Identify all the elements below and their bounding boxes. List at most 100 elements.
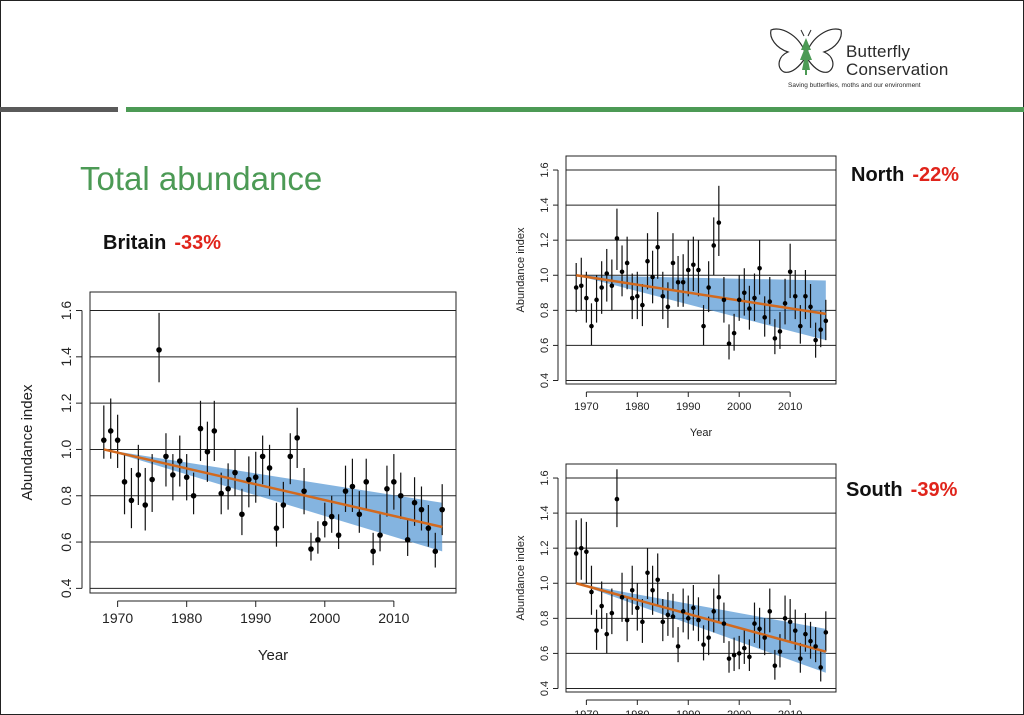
britain-data-point: [328, 513, 335, 520]
britain-data-point: [128, 497, 135, 504]
north-label: North -22%: [851, 164, 959, 187]
britain-data-point: [204, 448, 211, 455]
south-y-tick-label: 1.2: [539, 541, 551, 556]
header-divider-green: [126, 107, 1024, 112]
north-y-tick-label: 0.8: [539, 303, 551, 318]
south-data-point: [818, 665, 824, 670]
britain-data-point: [335, 532, 342, 538]
logo-text-line1: Butterfly: [846, 42, 911, 61]
britain-data-point: [280, 502, 287, 508]
north-data-point: [721, 297, 727, 303]
north-data-point: [624, 260, 630, 266]
south-data-point: [573, 551, 579, 556]
south-data-point: [675, 644, 681, 649]
north-plot-frame: [565, 155, 837, 385]
britain-data-point: [425, 525, 432, 531]
south-data-point: [726, 656, 732, 661]
britain-x-axis-label: Year: [258, 647, 288, 664]
britain-data-point: [176, 458, 183, 464]
south-data-point: [680, 609, 686, 614]
north-data-point: [803, 294, 808, 299]
south-data-point: [711, 609, 717, 614]
north-data-point: [640, 302, 645, 308]
britain-data-point: [163, 453, 169, 460]
north-data-point: [604, 271, 610, 276]
south-plot-frame: [565, 463, 837, 693]
south-data-point: [665, 612, 671, 618]
britain-confidence-band: [103, 449, 443, 552]
britain-data-point: [266, 465, 273, 471]
south-data-point: [792, 628, 798, 633]
britain-data-point: [170, 472, 176, 478]
north-data-point: [635, 294, 640, 299]
north-data-point: [675, 279, 681, 285]
north-data-point: [726, 341, 732, 346]
south-data-point: [589, 589, 594, 595]
north-data-point: [818, 327, 824, 332]
north-data-point: [594, 297, 599, 303]
north-data-point: [767, 299, 773, 304]
britain-data-point: [384, 486, 390, 492]
britain-data-point: [232, 469, 238, 476]
south-x-tick-label: 2010: [778, 709, 802, 715]
britain-data-point: [135, 472, 142, 478]
south-data-point: [762, 635, 767, 640]
north-x-axis-label: Year: [690, 427, 713, 439]
north-chart-group: 1970 1980 1990 2000 2010 0.4 0.6 0.8 1.0 1.2 1.4 1.…: [515, 155, 837, 439]
north-data-point: [619, 269, 625, 275]
north-change: -22%: [912, 164, 960, 186]
south-data-point: [655, 577, 660, 583]
south-data-point: [823, 630, 829, 635]
south-data-point: [650, 587, 655, 593]
south-data-point: [696, 617, 701, 623]
britain-data-point: [315, 536, 321, 543]
britain-y-tick-label: 1.4: [58, 347, 74, 367]
britain-y-tick-label: 0.4: [58, 578, 74, 598]
north-data-point: [777, 329, 783, 334]
south-data-point: [757, 626, 762, 632]
britain-label: Britain -33%: [103, 232, 221, 255]
north-x-tick-label: 2000: [727, 401, 751, 413]
south-y-axis-label: Abundance index: [515, 535, 527, 621]
north-y-tick-label: 1.4: [539, 197, 551, 212]
britain-data-point: [439, 506, 445, 513]
south-data-point: [685, 616, 691, 621]
south-data-point: [747, 654, 752, 660]
south-data-point: [716, 594, 722, 600]
britain-y-axis-label: Abundance index: [19, 384, 36, 500]
north-data-point: [655, 244, 660, 250]
britain-data-point: [252, 474, 259, 481]
south-data-point: [772, 663, 778, 668]
butterfly-icon: [770, 28, 842, 75]
britain-data-point: [259, 453, 266, 460]
britain-data-point: [432, 548, 439, 555]
south-confidence-band: [576, 583, 826, 673]
south-y-tick-label: 1.4: [539, 505, 551, 520]
britain-y-tick-label: 1.0: [58, 440, 74, 460]
north-x-tick-label: 2010: [778, 401, 802, 413]
logo-tagline: Saving butterflies, moths and our enviro…: [788, 82, 921, 89]
north-y-tick-label: 1.6: [539, 162, 551, 177]
britain-data-point: [246, 476, 252, 483]
north-data-point: [609, 283, 615, 289]
britain-data-point: [349, 483, 356, 490]
south-data-point: [599, 603, 604, 609]
south-data-point: [584, 549, 589, 554]
south-data-point: [645, 570, 650, 576]
britain-data-point: [301, 488, 307, 494]
north-data-point: [747, 306, 752, 311]
britain-data-point: [294, 435, 300, 441]
britain-data-point: [142, 502, 149, 508]
north-data-point: [696, 267, 701, 273]
north-data-point: [757, 265, 762, 271]
north-x-tick-label: 1970: [574, 401, 598, 413]
britain-x-tick-label: 2010: [378, 610, 409, 626]
britain-data-point: [411, 499, 418, 506]
britain-data-point: [377, 532, 383, 538]
north-data-point: [772, 336, 778, 341]
britain-data-point: [391, 479, 397, 485]
south-data-point: [604, 631, 610, 637]
north-data-point: [629, 295, 635, 301]
britain-data-point: [156, 347, 162, 353]
north-y-tick-label: 0.4: [539, 373, 551, 388]
